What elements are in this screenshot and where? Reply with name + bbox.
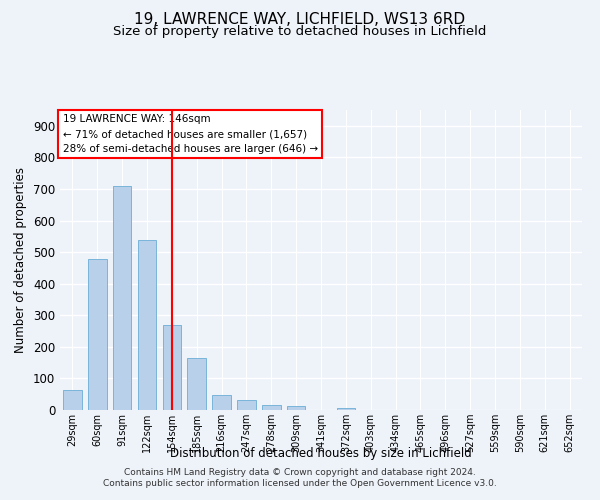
Text: Size of property relative to detached houses in Lichfield: Size of property relative to detached ho… [113,25,487,38]
Bar [187,358,206,410]
Text: Distribution of detached houses by size in Lichfield: Distribution of detached houses by size … [170,448,472,460]
Bar [212,395,231,410]
Bar [287,406,305,410]
Bar [163,324,181,410]
Bar [63,390,82,410]
Text: Contains HM Land Registry data © Crown copyright and database right 2024.
Contai: Contains HM Land Registry data © Crown c… [103,468,497,487]
Text: 19, LAWRENCE WAY, LICHFIELD, WS13 6RD: 19, LAWRENCE WAY, LICHFIELD, WS13 6RD [134,12,466,28]
Bar [337,408,355,410]
Bar [113,186,131,410]
Text: 19 LAWRENCE WAY: 146sqm
← 71% of detached houses are smaller (1,657)
28% of semi: 19 LAWRENCE WAY: 146sqm ← 71% of detache… [62,114,318,154]
Y-axis label: Number of detached properties: Number of detached properties [14,167,28,353]
Bar [237,400,256,410]
Bar [262,404,281,410]
Bar [137,240,157,410]
Bar [88,259,107,410]
